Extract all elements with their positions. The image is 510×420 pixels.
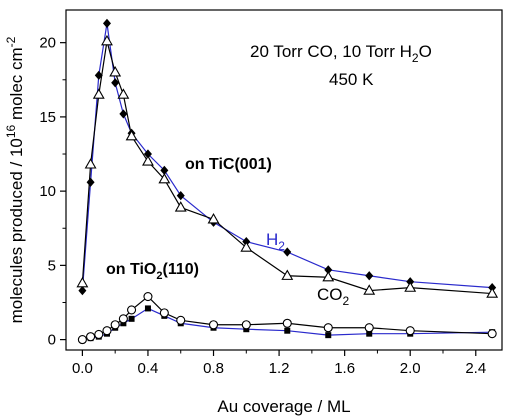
x-tick-label: 2.4 — [465, 360, 486, 377]
axis-ticks — [60, 42, 477, 356]
y-tick-label: 15 — [39, 109, 56, 126]
data-point — [404, 281, 417, 292]
data-point — [207, 213, 220, 224]
data-point — [364, 323, 374, 333]
data-point — [142, 155, 154, 166]
data-point — [102, 18, 111, 28]
data-point — [76, 276, 89, 288]
label-co2: CO2 — [317, 285, 350, 308]
data-point — [281, 269, 294, 280]
data-point — [118, 314, 128, 324]
x-axis-title: Au coverage / ML — [217, 397, 350, 416]
x-tick-label: 1.2 — [269, 360, 290, 377]
plot-frame — [65, 9, 503, 351]
data-point — [324, 265, 333, 275]
y-tick-label: 20 — [39, 35, 56, 52]
data-point — [110, 320, 120, 330]
data-point — [128, 315, 135, 322]
plot-border — [65, 9, 503, 351]
data-point — [240, 241, 253, 252]
x-tick-label: 1.6 — [334, 360, 355, 377]
conditions-text-line1: 20 Torr CO, 10 Torr H2O — [250, 42, 432, 65]
data-point — [365, 271, 374, 281]
y-tick-label: 0 — [48, 332, 56, 349]
data-point — [144, 305, 151, 312]
data-point — [282, 318, 292, 328]
data-point — [323, 323, 333, 333]
data-point — [486, 287, 499, 298]
data-point — [158, 172, 171, 184]
data-point — [127, 305, 137, 315]
data-point — [84, 158, 97, 169]
data-point — [77, 335, 87, 345]
label-tio2: on TiO2(110) — [106, 261, 199, 282]
data-point — [176, 315, 186, 325]
label-tic: on TiC(001) — [185, 156, 272, 173]
data-point — [78, 286, 87, 296]
y-axis-title-unit-exponent: -2 — [4, 36, 18, 47]
data-point — [143, 149, 152, 159]
markers-h2-tic001 — [78, 18, 497, 296]
data-point — [119, 109, 128, 119]
data-point — [283, 247, 292, 257]
data-point — [117, 88, 130, 99]
data-point — [241, 320, 251, 330]
data-point — [94, 70, 103, 80]
data-point — [94, 329, 104, 339]
markers-co2-tio2110 — [77, 292, 497, 345]
y-axis-title: molecules produced / 1016 molec cm-2 — [4, 36, 26, 323]
x-tick-label: 0.8 — [203, 360, 224, 377]
x-tick-label: 2.0 — [400, 360, 421, 377]
data-point — [92, 88, 105, 99]
data-point — [102, 326, 112, 336]
x-tick-labels: 0.0 0.4 0.8 1.2 1.6 2.0 2.4 — [72, 360, 486, 377]
data-point — [405, 326, 415, 336]
data-point — [143, 292, 153, 302]
data-point — [109, 66, 122, 77]
series-layer — [76, 18, 499, 345]
data-point — [174, 201, 187, 212]
data-point — [208, 320, 219, 330]
y-axis-title-main: molecules produced / 10 — [7, 138, 26, 323]
x-tick-label: 0.4 — [138, 360, 159, 377]
data-point — [101, 34, 113, 46]
data-point — [325, 332, 332, 339]
data-point — [160, 165, 169, 175]
data-point — [86, 177, 95, 187]
label-h2: H2 — [266, 230, 285, 253]
markers-co2-tic001 — [76, 34, 499, 298]
data-point — [322, 270, 335, 282]
data-point — [366, 330, 373, 337]
data-point — [159, 308, 169, 318]
data-point — [284, 327, 291, 334]
y-tick-labels: 0 5 10 15 20 — [39, 35, 56, 349]
x-tick-label: 0.0 — [72, 360, 93, 377]
data-point — [111, 78, 120, 88]
conditions-text-line2: 450 K — [329, 70, 374, 89]
data-point — [86, 332, 96, 342]
y-tick-label: 10 — [39, 183, 56, 200]
data-point — [487, 329, 497, 339]
y-axis-title-exponent: 16 — [4, 124, 18, 138]
y-tick-label: 5 — [48, 257, 56, 274]
y-axis-title-unit: molec cm — [7, 47, 26, 124]
data-point — [176, 190, 185, 201]
data-point — [125, 129, 138, 141]
data-point — [363, 284, 376, 295]
